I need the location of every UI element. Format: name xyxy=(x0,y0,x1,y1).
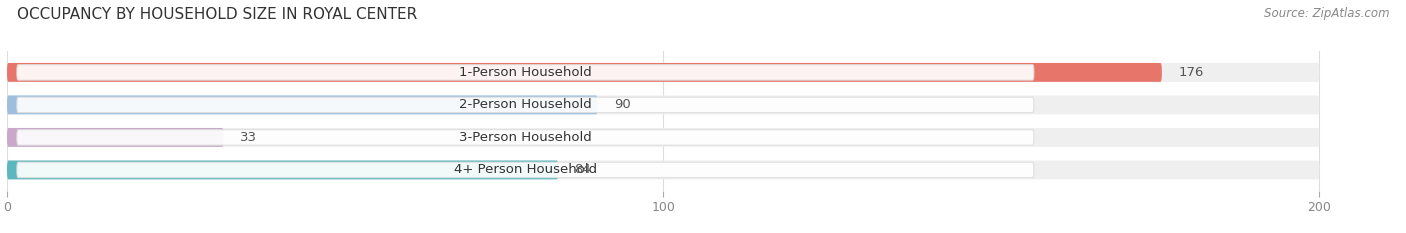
Text: 2-Person Household: 2-Person Household xyxy=(458,98,592,111)
Text: 84: 84 xyxy=(575,163,592,176)
Text: 90: 90 xyxy=(614,98,631,111)
FancyBboxPatch shape xyxy=(7,96,598,114)
Text: 3-Person Household: 3-Person Household xyxy=(458,131,592,144)
FancyBboxPatch shape xyxy=(7,63,1319,82)
FancyBboxPatch shape xyxy=(17,97,1033,113)
Text: OCCUPANCY BY HOUSEHOLD SIZE IN ROYAL CENTER: OCCUPANCY BY HOUSEHOLD SIZE IN ROYAL CEN… xyxy=(17,7,418,22)
Text: 1-Person Household: 1-Person Household xyxy=(458,66,592,79)
Text: 176: 176 xyxy=(1178,66,1204,79)
FancyBboxPatch shape xyxy=(17,130,1033,145)
FancyBboxPatch shape xyxy=(7,63,1161,82)
FancyBboxPatch shape xyxy=(7,96,1319,114)
Text: 33: 33 xyxy=(240,131,257,144)
FancyBboxPatch shape xyxy=(7,161,1319,179)
FancyBboxPatch shape xyxy=(7,161,558,179)
FancyBboxPatch shape xyxy=(17,162,1033,178)
FancyBboxPatch shape xyxy=(17,65,1033,80)
FancyBboxPatch shape xyxy=(7,128,1319,147)
FancyBboxPatch shape xyxy=(7,128,224,147)
Text: Source: ZipAtlas.com: Source: ZipAtlas.com xyxy=(1264,7,1389,20)
Text: 4+ Person Household: 4+ Person Household xyxy=(454,163,598,176)
